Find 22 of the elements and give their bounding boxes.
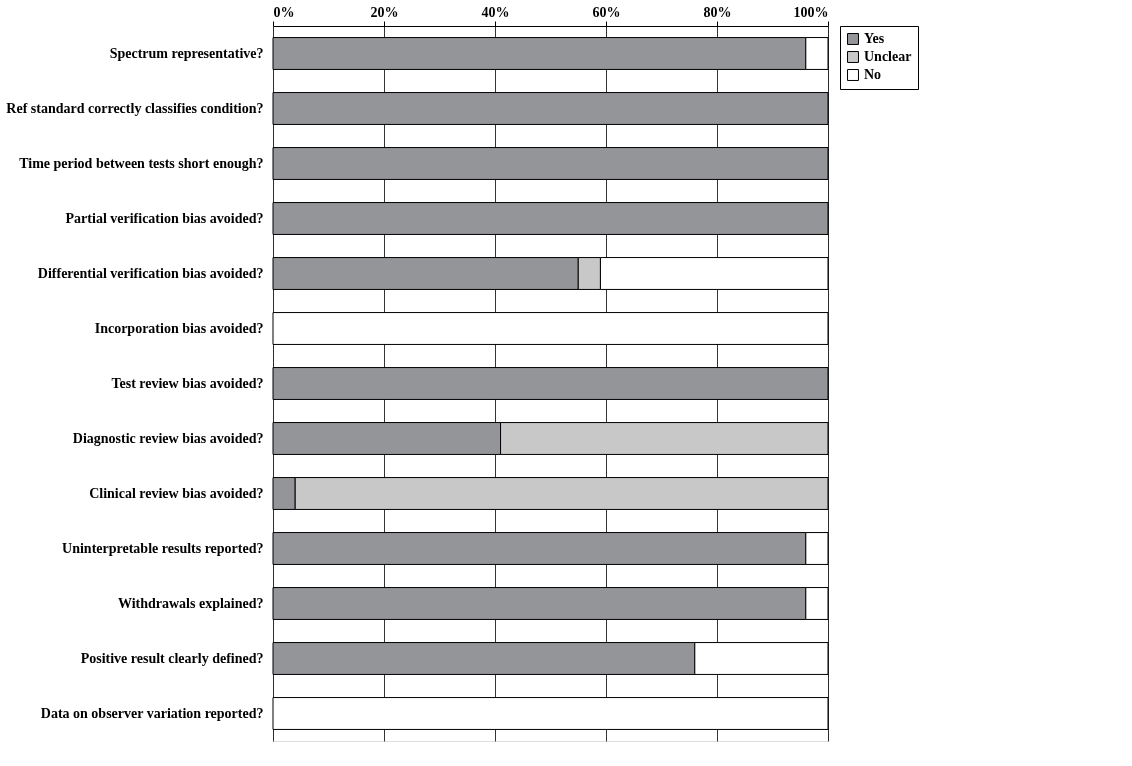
y-tick-label: Time period between tests short enough? [19, 155, 264, 171]
legend-label: Yes [864, 31, 885, 46]
y-tick-label: Incorporation bias avoided? [94, 320, 264, 336]
y-tick-label: Spectrum representative? [109, 45, 264, 61]
legend-label: No [864, 67, 882, 82]
y-tick-label: Clinical review bias avoided? [89, 485, 264, 501]
y-tick-label: Differential verification bias avoided? [37, 265, 264, 281]
x-tick-label: 100% [793, 4, 829, 20]
x-tick-label: 80% [703, 4, 732, 20]
legend-label: Unclear [864, 49, 912, 64]
y-tick-label: Partial verification bias avoided? [65, 210, 264, 226]
x-tick-label: 0% [273, 4, 295, 20]
y-tick-label: Positive result clearly defined? [80, 650, 264, 666]
x-tick-label: 60% [592, 4, 621, 20]
y-tick-label: Diagnostic review bias avoided? [72, 430, 264, 446]
y-tick-label: Test review bias avoided? [111, 375, 264, 391]
y-tick-label: Withdrawals explained? [117, 595, 264, 611]
x-tick-label: 20% [370, 4, 399, 20]
x-tick-label: 40% [481, 4, 510, 20]
y-tick-label: Ref standard correctly classifies condition? [6, 100, 264, 116]
y-tick-label: Uninterpretable results reported? [62, 540, 264, 556]
y-tick-label: Data on observer variation reported? [40, 705, 264, 721]
